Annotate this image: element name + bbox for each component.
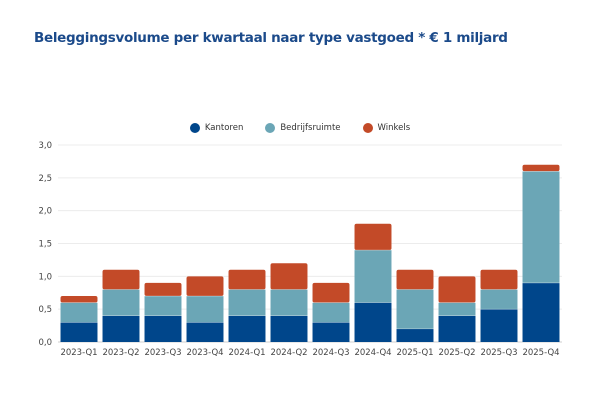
bar-segment-bedrijfsruimte[interactable] <box>270 289 308 316</box>
bar-segment-kantoren[interactable] <box>60 322 98 342</box>
bar-segment-winkels[interactable] <box>270 263 308 290</box>
x-tick-label: 2025-Q2 <box>438 348 475 358</box>
bar-segment-winkels[interactable] <box>102 269 140 290</box>
chart-title: Beleggingsvolume per kwartaal naar type … <box>34 30 508 46</box>
legend-swatch-winkels <box>362 123 373 133</box>
y-tick-label: 0,5 <box>38 305 52 315</box>
bar-segment-winkels[interactable] <box>312 282 350 303</box>
legend-item-bedrijfsruimte[interactable]: Bedrijfsruimte <box>265 123 341 133</box>
bar-segment-bedrijfsruimte[interactable] <box>186 296 224 323</box>
legend: Kantoren Bedrijfsruimte Winkels <box>0 123 600 133</box>
x-tick-label: 2025-Q1 <box>396 348 433 358</box>
bar-segment-winkels[interactable] <box>522 164 560 172</box>
bar-segment-kantoren[interactable] <box>480 309 518 342</box>
bar-segment-winkels[interactable] <box>354 223 392 251</box>
bar-segment-kantoren[interactable] <box>270 315 308 342</box>
bar-segment-bedrijfsruimte[interactable] <box>144 296 182 316</box>
bar-segment-bedrijfsruimte[interactable] <box>228 289 266 316</box>
x-tick-label: 2023-Q2 <box>102 348 139 358</box>
y-tick-label: 0,0 <box>38 338 52 348</box>
bar-segment-bedrijfsruimte[interactable] <box>102 289 140 316</box>
bar-segment-kantoren[interactable] <box>228 315 266 342</box>
bar-segment-kantoren[interactable] <box>522 282 560 342</box>
y-tick-label: 1,0 <box>38 272 52 282</box>
legend-label-bedrijfsruimte: Bedrijfsruimte <box>280 123 341 133</box>
bar-segment-bedrijfsruimte[interactable] <box>480 289 518 310</box>
legend-swatch-bedrijfsruimte <box>265 123 276 133</box>
bar-segment-kantoren[interactable] <box>144 315 182 342</box>
x-tick-label: 2024-Q3 <box>312 348 349 358</box>
bar-segment-bedrijfsruimte[interactable] <box>60 302 98 323</box>
bar-segment-winkels[interactable] <box>60 296 98 303</box>
bar-segment-kantoren[interactable] <box>102 315 140 342</box>
legend-label-kantoren: Kantoren <box>204 123 244 133</box>
x-tick-label: 2024-Q4 <box>354 348 391 358</box>
bar-segment-winkels[interactable] <box>228 269 266 290</box>
x-tick-label: 2023-Q1 <box>60 348 97 358</box>
bar-segment-winkels[interactable] <box>144 282 182 297</box>
x-tick-label: 2023-Q3 <box>144 348 181 358</box>
y-tick-label: 3,0 <box>38 141 52 151</box>
legend-item-winkels[interactable]: Winkels <box>362 123 411 133</box>
bar-segment-winkels[interactable] <box>396 269 434 290</box>
bar-segment-bedrijfsruimte[interactable] <box>438 302 476 316</box>
x-tick-label: 2023-Q4 <box>186 348 223 358</box>
legend-label-winkels: Winkels <box>377 123 411 133</box>
bar-segment-bedrijfsruimte[interactable] <box>396 289 434 329</box>
y-tick-label: 1,5 <box>38 240 52 250</box>
x-tick-label: 2025-Q3 <box>480 348 517 358</box>
bar-segment-winkels[interactable] <box>480 269 518 290</box>
x-tick-label: 2024-Q2 <box>270 348 307 358</box>
x-tick-label: 2024-Q1 <box>228 348 265 358</box>
legend-item-kantoren[interactable]: Kantoren <box>189 123 244 133</box>
bar-segment-kantoren[interactable] <box>438 315 476 342</box>
bar-segment-winkels[interactable] <box>186 276 224 297</box>
y-tick-label: 2,5 <box>38 174 52 184</box>
bar-segment-kantoren[interactable] <box>312 322 350 342</box>
bar-segment-bedrijfsruimte[interactable] <box>312 302 350 323</box>
bar-segment-kantoren[interactable] <box>396 328 434 342</box>
bar-segment-winkels[interactable] <box>438 276 476 303</box>
x-tick-label: 2025-Q4 <box>522 348 559 358</box>
bar-segment-bedrijfsruimte[interactable] <box>522 171 560 283</box>
bar-segment-kantoren[interactable] <box>354 302 392 342</box>
bar-segment-kantoren[interactable] <box>186 322 224 342</box>
bar-segment-bedrijfsruimte[interactable] <box>354 250 392 303</box>
legend-swatch-kantoren <box>189 123 200 133</box>
y-tick-label: 2,0 <box>38 207 52 217</box>
